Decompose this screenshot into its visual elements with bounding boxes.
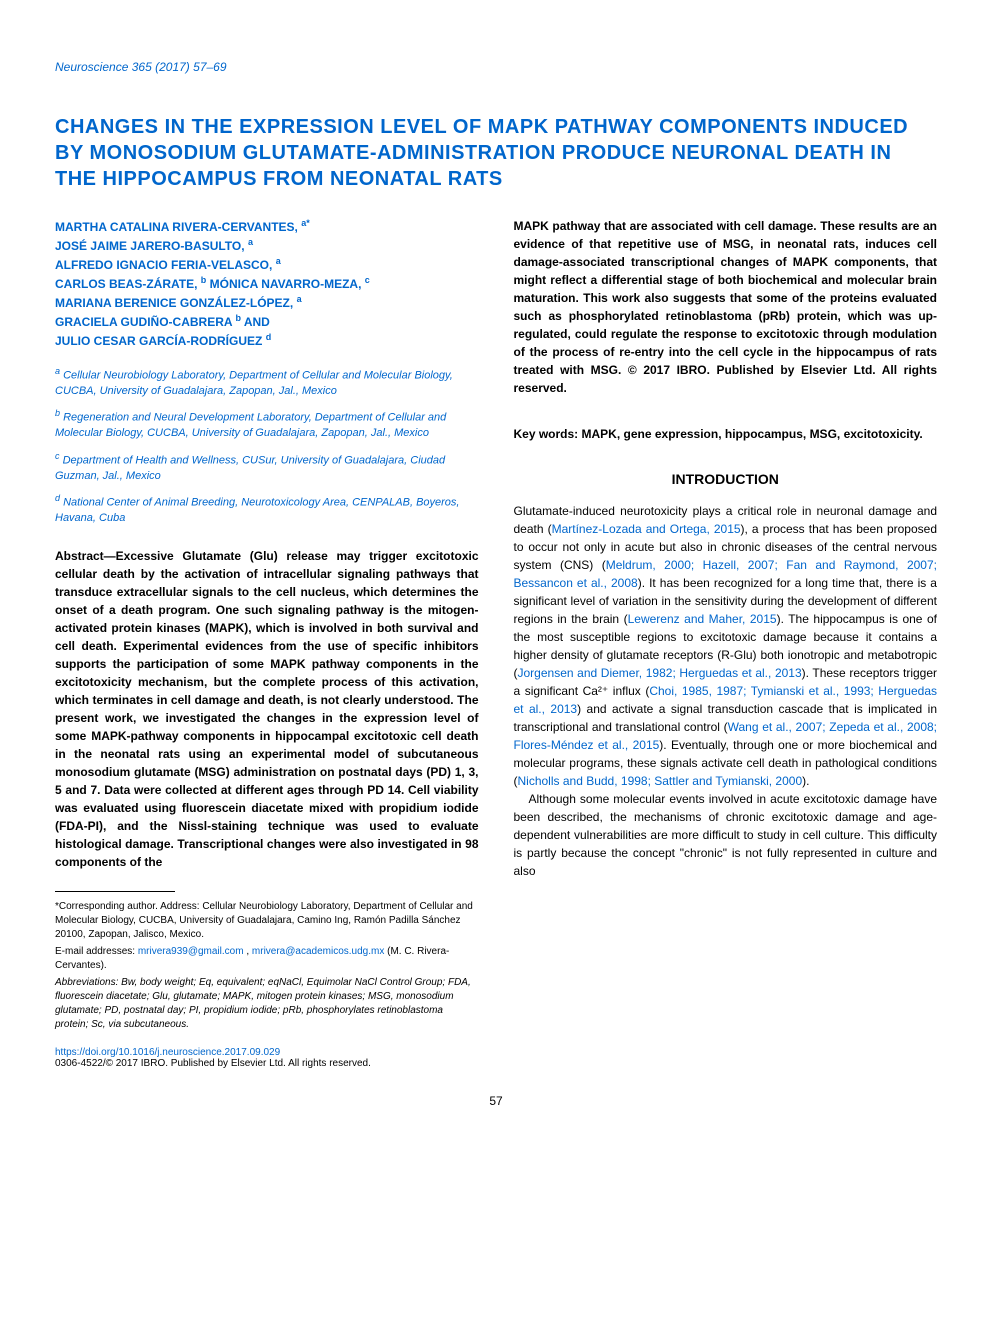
journal-pages: 57–69 [193,60,226,74]
introduction-body: Glutamate-induced neurotoxicity plays a … [514,502,938,880]
email-footnote: E-mail addresses: mrivera939@gmail.com ,… [55,945,479,973]
article-title: CHANGES IN THE EXPRESSION LEVEL OF MAPK … [55,114,937,192]
intro-paragraph: Although some molecular events involved … [514,790,938,880]
doi-section: https://doi.org/10.1016/j.neuroscience.2… [55,1047,479,1069]
author: ALFREDO IGNACIO FERIA-VELASCO, a [55,255,479,274]
abbreviations: Abbreviations: Bw, body weight; Eq, equi… [55,976,479,1032]
author: JULIO CESAR GARCÍA-RODRÍGUEZ d [55,331,479,350]
affiliation: c Department of Health and Wellness, CUS… [55,450,479,484]
affiliation: d National Center of Animal Breeding, Ne… [55,492,479,526]
abstract-left: Abstract—Excessive Glutamate (Glu) relea… [55,547,479,871]
corresponding-author: *Corresponding author. Address: Cellular… [55,900,479,942]
author: MARTHA CATALINA RIVERA-CERVANTES, a* [55,217,479,236]
introduction-heading: INTRODUCTION [514,471,938,487]
keywords: Key words: MAPK, gene expression, hippoc… [514,427,938,441]
author: GRACIELA GUDIÑO-CABRERA b AND [55,312,479,331]
affiliation-list: a Cellular Neurobiology Laboratory, Depa… [55,365,479,527]
citation-link[interactable]: Jorgensen and Diemer, 1982; Herguedas et… [518,666,802,680]
abstract-right: MAPK pathway that are associated with ce… [514,217,938,397]
email-link[interactable]: mrivera939@gmail.com [138,946,244,957]
footnotes: *Corresponding author. Address: Cellular… [55,900,479,1032]
journal-volume: 365 [132,60,152,74]
author: JOSÉ JAIME JARERO-BASULTO, a [55,236,479,255]
footnote-divider [55,891,175,892]
citation-link[interactable]: Nicholls and Budd, 1998; Sattler and Tym… [518,774,803,788]
page-number: 57 [55,1094,937,1108]
affiliation: a Cellular Neurobiology Laboratory, Depa… [55,365,479,399]
citation-link[interactable]: Martínez-Lozada and Ortega, 2015 [552,522,741,536]
email-link[interactable]: mrivera@academicos.udg.mx [252,946,384,957]
left-column: MARTHA CATALINA RIVERA-CERVANTES, a* JOS… [55,217,479,1069]
right-column: MAPK pathway that are associated with ce… [514,217,938,1069]
doi-link[interactable]: https://doi.org/10.1016/j.neuroscience.2… [55,1047,479,1058]
author: MARIANA BERENICE GONZÁLEZ-LÓPEZ, a [55,293,479,312]
issn-copyright: 0306-4522/© 2017 IBRO. Published by Else… [55,1058,479,1069]
intro-paragraph: Glutamate-induced neurotoxicity plays a … [514,502,938,790]
author: CARLOS BEAS-ZÁRATE, b MÓNICA NAVARRO-MEZ… [55,274,479,293]
journal-year: 2017 [159,60,186,74]
journal-name: Neuroscience [55,60,128,74]
affiliation: b Regeneration and Neural Development La… [55,407,479,441]
journal-citation: Neuroscience 365 (2017) 57–69 [55,60,937,74]
two-column-layout: MARTHA CATALINA RIVERA-CERVANTES, a* JOS… [55,217,937,1069]
author-list: MARTHA CATALINA RIVERA-CERVANTES, a* JOS… [55,217,479,350]
citation-link[interactable]: Lewerenz and Maher, 2015 [628,612,777,626]
